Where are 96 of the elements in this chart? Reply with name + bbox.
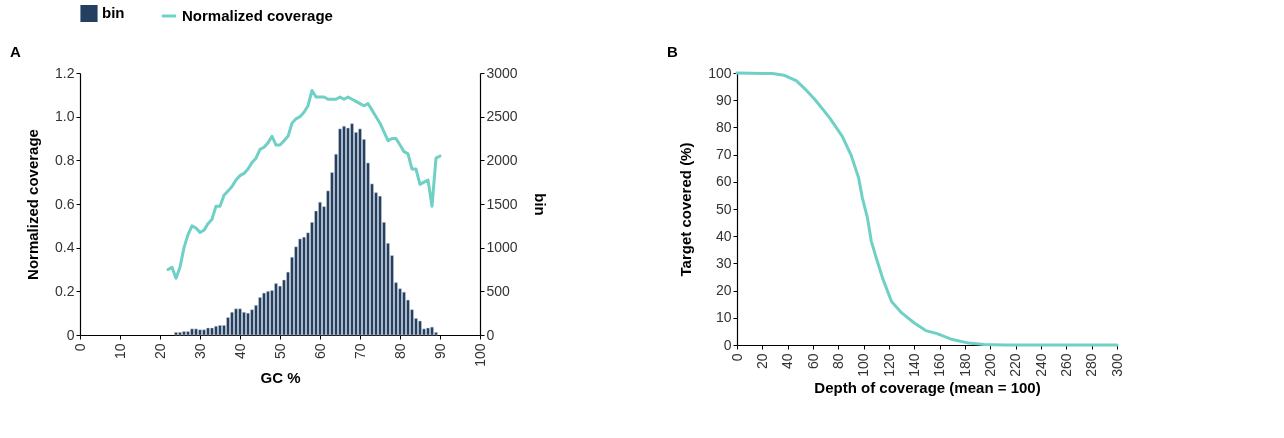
bar: [426, 327, 430, 336]
y2-tick-label: 2000: [486, 151, 518, 168]
x-tick-label: 220: [1007, 353, 1024, 377]
bar: [274, 283, 278, 336]
y2-tick-label: 1000: [486, 239, 518, 256]
x-tick-label: 180: [956, 353, 973, 377]
x-tick-label: 40: [231, 343, 248, 360]
y-tick-label: 30: [715, 254, 732, 271]
bar: [350, 123, 354, 336]
x-tick-label: 100: [471, 343, 488, 367]
y-tick-label: 20: [715, 282, 732, 299]
y-tick-label: 0: [66, 326, 75, 343]
y-tick-label: 60: [715, 173, 732, 190]
y-tick-label: 0.4: [55, 239, 75, 256]
x-tick-label: 60: [804, 353, 821, 370]
x-tick-label: 90: [431, 343, 448, 360]
bar: [230, 312, 234, 336]
x-tick-label: 30: [191, 343, 208, 360]
x-tick-label: 40: [779, 353, 796, 370]
bar: [302, 236, 306, 336]
legend-label: bin: [102, 4, 125, 22]
x-axis-title: Depth of coverage (mean = 100): [814, 378, 1041, 396]
x-tick-label: 0: [71, 343, 88, 352]
bar: [262, 292, 266, 336]
x-tick-label: 70: [351, 343, 368, 360]
y-tick-label: 0.6: [55, 195, 75, 212]
bar: [346, 127, 350, 336]
x-tick-label: 300: [1108, 353, 1125, 377]
y-tick-label: 10: [715, 309, 732, 326]
y-axis-title: Normalized coverage: [24, 129, 42, 280]
y-tick-label: 40: [715, 227, 732, 244]
bar: [214, 326, 218, 336]
y-tick-label: 1.2: [55, 64, 75, 81]
bar: [338, 128, 342, 336]
y-tick-label: 80: [715, 118, 732, 135]
line-series: [166, 88, 442, 280]
x-tick-label: 240: [1032, 353, 1049, 377]
y2-tick-label: 2500: [486, 108, 518, 125]
bar: [194, 328, 198, 336]
y-tick-label: 90: [715, 91, 732, 108]
bar: [342, 126, 346, 336]
x-tick-label: 60: [311, 343, 328, 360]
x-tick-label: 80: [829, 353, 846, 370]
x-tick-label: 120: [880, 353, 897, 377]
chart-title: B: [667, 43, 678, 60]
y-tick-label: 100: [708, 64, 732, 81]
line-series: [735, 71, 1119, 347]
bar: [250, 309, 254, 336]
y-tick-label: 0.8: [55, 151, 75, 168]
bar: [430, 326, 434, 336]
x-tick-label: 160: [931, 353, 948, 377]
chart-title: A: [10, 43, 21, 60]
bar: [246, 312, 250, 336]
bar: [178, 332, 182, 336]
x-tick-label: 260: [1057, 353, 1074, 377]
legend-label: Normalized coverage: [182, 7, 333, 24]
x-tick-label: 280: [1083, 353, 1100, 377]
bar: [198, 329, 202, 336]
x-tick-label: 140: [905, 353, 922, 377]
y-tick-label: 50: [715, 200, 732, 217]
bar: [402, 291, 406, 336]
x-tick-label: 50: [271, 343, 288, 360]
bar: [318, 202, 322, 336]
bar: [206, 327, 210, 336]
y-tick-label: 0.2: [55, 282, 75, 299]
x-tick-label: 20: [753, 353, 770, 370]
bar: [218, 325, 222, 336]
bar: [242, 312, 246, 336]
bar: [298, 238, 302, 336]
bar: [358, 128, 362, 336]
x-tick-label: 100: [855, 353, 872, 377]
x-axis-title: GC %: [260, 368, 301, 386]
bar: [202, 329, 206, 336]
bar: [234, 308, 238, 336]
bar: [266, 291, 270, 336]
x-tick-label: 0: [728, 353, 745, 362]
y-axis-title: Target covered (%): [677, 142, 695, 277]
bar: [210, 327, 214, 336]
y-tick-label: 70: [715, 146, 732, 163]
y2-tick-label: 500: [486, 282, 511, 299]
x-tick-label: 200: [981, 353, 998, 377]
x-tick-label: 80: [391, 343, 408, 360]
bar: [174, 332, 178, 336]
bar: [186, 331, 190, 336]
bar: [182, 331, 186, 336]
x-tick-label: 10: [111, 343, 128, 360]
y2-tick-label: 1500: [486, 195, 518, 212]
y2-axis-title: bin: [531, 193, 549, 216]
x-tick-label: 20: [151, 343, 168, 360]
y-tick-label: 1.0: [55, 108, 75, 125]
y2-tick-label: 0: [486, 326, 495, 343]
bar: [418, 320, 422, 336]
bar: [378, 195, 382, 336]
y2-tick-label: 3000: [486, 64, 518, 81]
bar: [238, 308, 242, 336]
bar: [190, 328, 194, 336]
